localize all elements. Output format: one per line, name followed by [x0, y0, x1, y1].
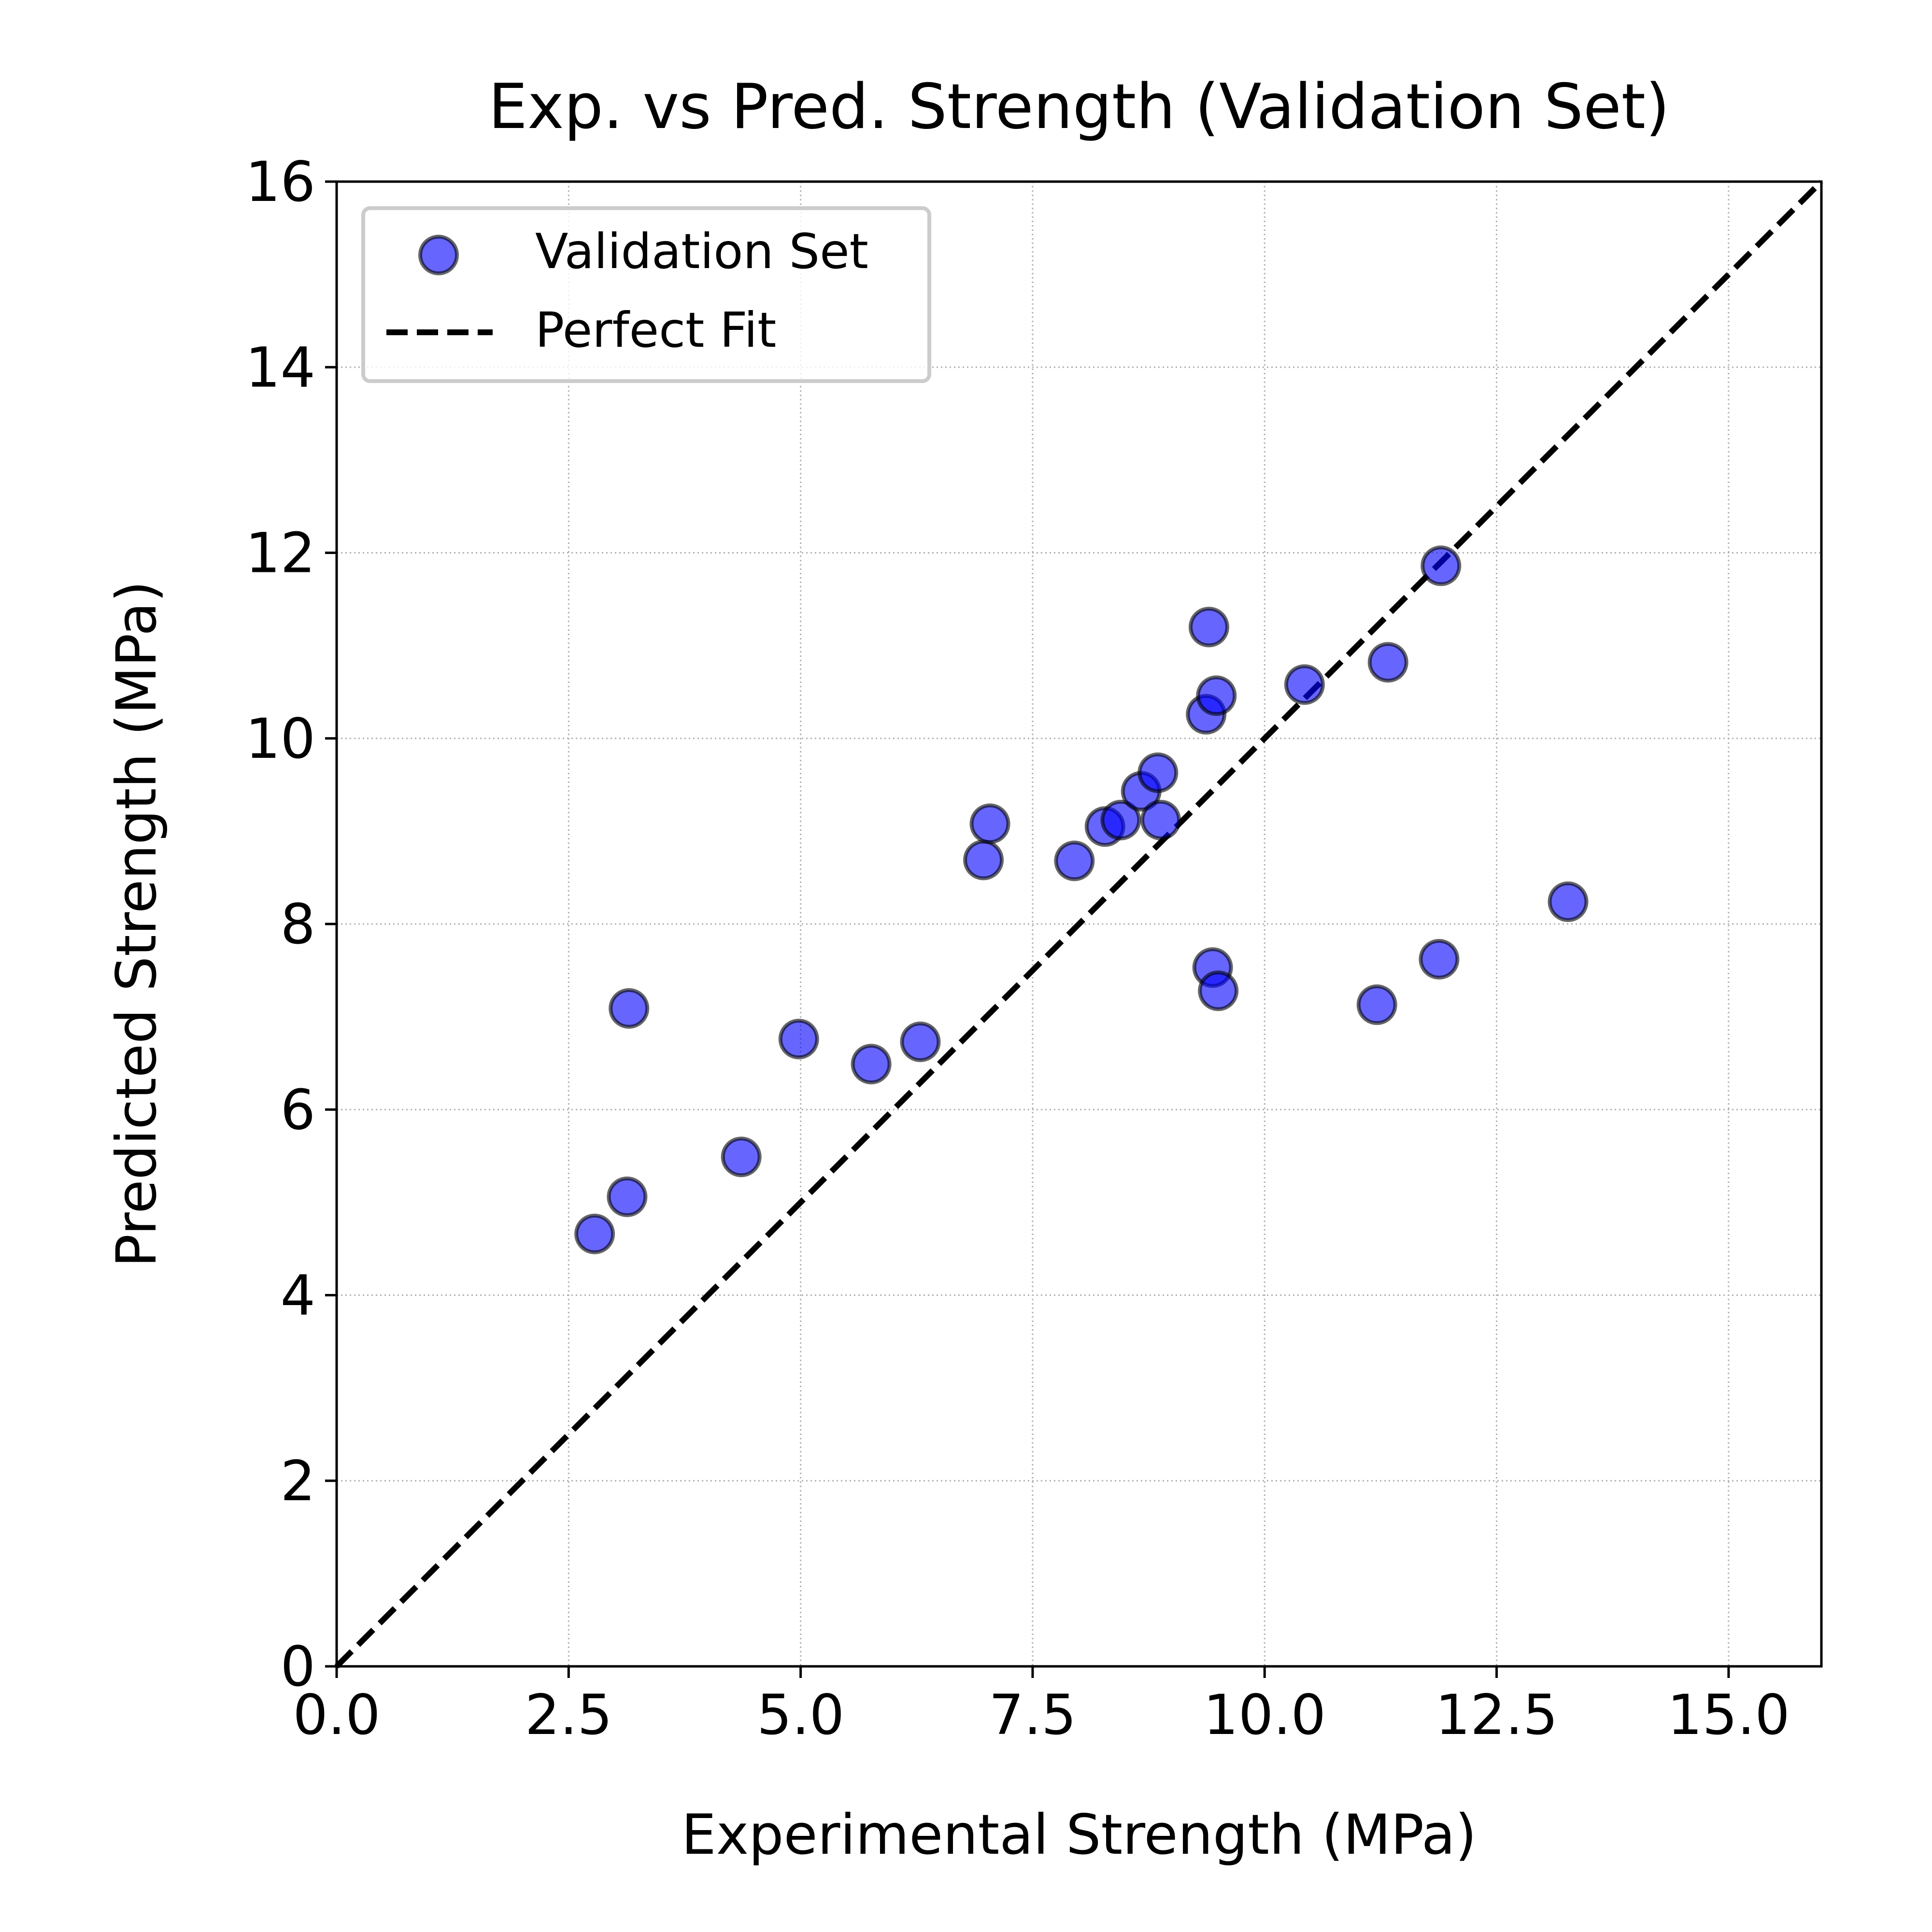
legend: Validation Set Perfect Fit [361, 206, 931, 383]
data-point [1548, 881, 1589, 922]
y-tick-label: 10 [245, 707, 315, 771]
perfect-fit-line-path [334, 179, 1824, 1669]
data-point [1137, 752, 1179, 793]
data-point [721, 1136, 762, 1178]
data-point [1054, 840, 1095, 881]
data-point [1100, 799, 1141, 840]
y-tick-label: 8 [280, 892, 315, 956]
x-tick-label: 7.5 [989, 1683, 1076, 1747]
data-point [969, 803, 1010, 844]
data-point [1421, 545, 1462, 586]
x-tick-label: 12.5 [1435, 1683, 1558, 1747]
legend-marker-validation-set [418, 235, 459, 275]
data-point [1419, 939, 1460, 980]
y-tick-label: 4 [280, 1264, 315, 1328]
y-tick-label: 12 [245, 521, 315, 585]
legend-label-validation-set: Validation Set [535, 223, 868, 280]
y-tick-label: 0 [280, 1634, 315, 1699]
x-axis-label: Experimental Strength (MPa) [682, 1803, 1477, 1867]
x-axis-ticks: 0.0 2.5 5.0 7.5 10.0 12.5 15.0 [293, 1666, 1790, 1747]
data-point [1196, 675, 1237, 716]
data-points [574, 545, 1589, 1254]
data-point [1188, 607, 1229, 648]
data-point [778, 1019, 819, 1060]
data-point [900, 1021, 941, 1062]
data-point [1198, 970, 1239, 1011]
y-axis-label: Predicted Strength (MPa) [104, 581, 169, 1267]
y-tick-label: 2 [280, 1449, 315, 1513]
perfect-fit-line [334, 179, 1824, 1669]
x-tick-label: 15.0 [1667, 1683, 1790, 1747]
y-tick-label: 14 [245, 335, 315, 399]
y-tick-label: 6 [280, 1078, 315, 1142]
data-point [609, 988, 650, 1029]
chart-title: Exp. vs Pred. Strength (Validation Set) [488, 71, 1670, 143]
y-axis-ticks: 0 2 4 6 8 10 12 14 16 [245, 150, 337, 1699]
x-tick-label: 5.0 [757, 1683, 844, 1747]
data-point [1140, 799, 1181, 840]
x-tick-label: 0.0 [293, 1683, 380, 1747]
x-tick-label: 10.0 [1203, 1683, 1326, 1747]
data-point [1367, 642, 1408, 683]
data-point [1356, 984, 1397, 1025]
legend-box [361, 206, 931, 383]
data-point [607, 1176, 648, 1217]
data-point [1284, 664, 1325, 705]
x-tick-label: 2.5 [525, 1683, 612, 1747]
data-point [963, 839, 1004, 881]
y-tick-label: 16 [245, 150, 315, 214]
data-point [574, 1213, 615, 1254]
data-point [851, 1044, 892, 1085]
legend-label-perfect-fit: Perfect Fit [535, 302, 776, 358]
